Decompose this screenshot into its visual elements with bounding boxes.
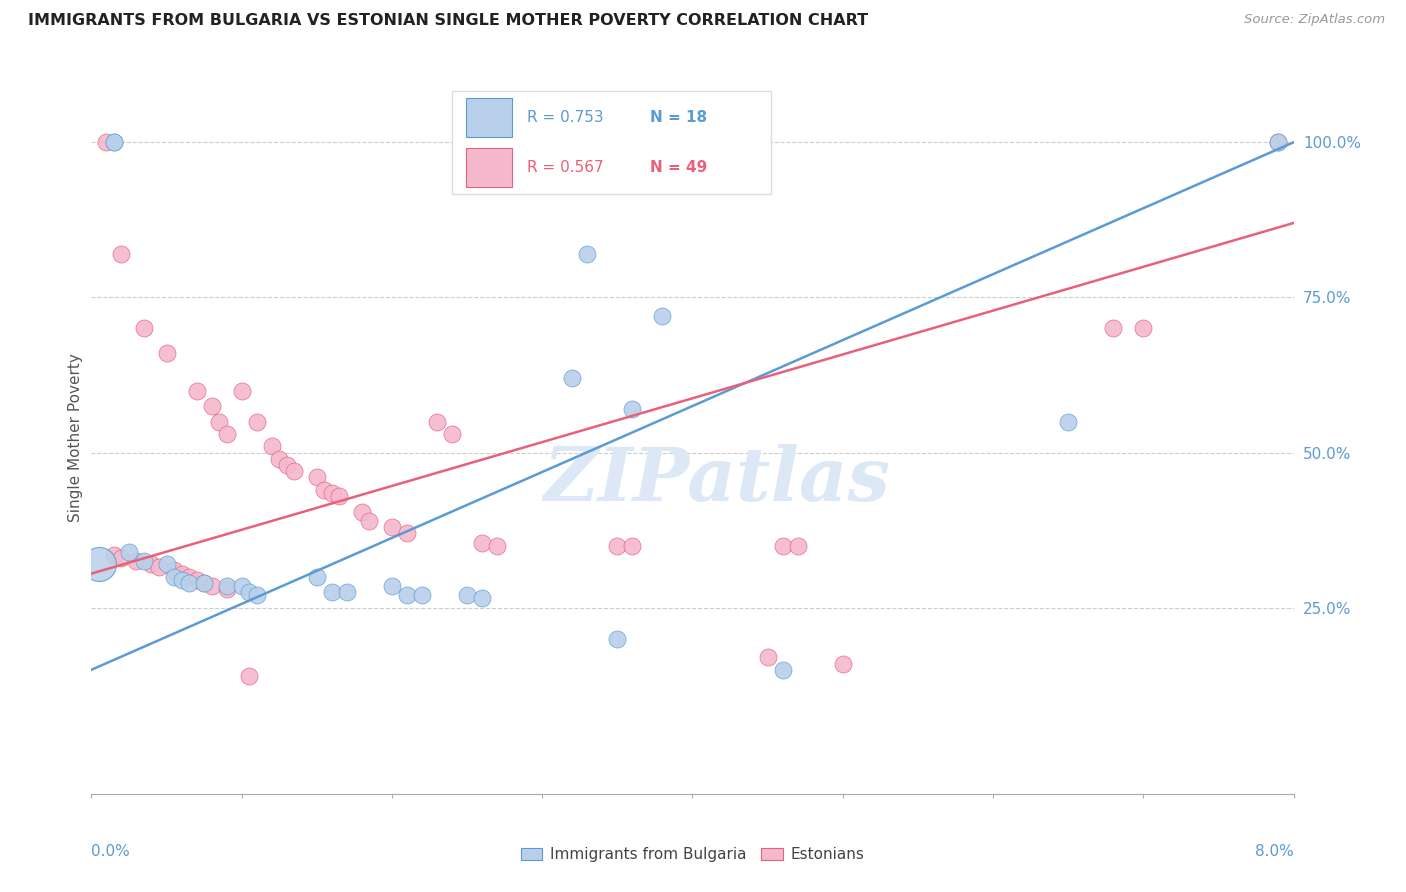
Point [246,588,269,602]
Point [471,591,494,606]
Point [87,558,110,572]
Point [103,136,125,150]
Point [231,384,253,398]
Point [155,558,177,572]
Point [246,415,269,429]
Point [381,520,404,534]
Point [132,554,155,568]
Point [359,514,381,528]
Point [350,504,373,518]
Point [283,464,305,478]
Point [163,564,186,578]
Point [471,535,494,549]
Point [96,136,118,150]
Point [321,585,343,599]
Text: N = 49: N = 49 [651,161,707,175]
Point [651,309,673,323]
Point [1267,136,1289,150]
Point [103,548,125,562]
Point [328,489,350,503]
Point [260,439,283,453]
Point [381,579,404,593]
Point [132,321,155,335]
Point [576,247,599,261]
Point [238,585,260,599]
Point [1267,136,1289,150]
Text: 8.0%: 8.0% [1254,844,1294,859]
Point [561,371,583,385]
Point [215,579,238,593]
Legend: Immigrants from Bulgaria, Estonians: Immigrants from Bulgaria, Estonians [515,841,870,868]
Point [1057,415,1080,429]
Point [148,560,170,574]
Point [118,545,141,559]
Text: R = 0.753: R = 0.753 [527,110,603,125]
Point [110,247,132,261]
Point [208,415,231,429]
Point [238,669,260,683]
Point [606,632,628,646]
Point [621,402,644,417]
Point [606,539,628,553]
FancyBboxPatch shape [451,91,770,194]
Point [193,575,215,590]
Point [440,427,463,442]
Point [756,650,779,665]
Point [186,573,208,587]
Text: 0.0%: 0.0% [91,844,131,859]
Point [772,539,794,553]
Point [636,136,658,150]
Point [231,579,253,593]
Text: IMMIGRANTS FROM BULGARIA VS ESTONIAN SINGLE MOTHER POVERTY CORRELATION CHART: IMMIGRANTS FROM BULGARIA VS ESTONIAN SIN… [28,13,869,29]
Point [395,588,418,602]
Point [215,582,238,596]
Point [186,384,208,398]
Point [141,558,163,572]
Point [125,554,148,568]
Point [621,539,644,553]
Point [170,566,193,581]
Point [395,526,418,541]
Point [215,427,238,442]
Point [314,483,336,497]
Text: R = 0.567: R = 0.567 [527,161,603,175]
Point [786,539,808,553]
Point [336,585,359,599]
Point [456,588,478,602]
Point [155,346,177,360]
Point [1102,321,1125,335]
Point [269,451,291,466]
Point [103,136,125,150]
Point [170,573,193,587]
FancyBboxPatch shape [467,148,512,187]
FancyBboxPatch shape [467,98,512,137]
Point [201,579,224,593]
Point [411,588,433,602]
Point [276,458,298,472]
Y-axis label: Single Mother Poverty: Single Mother Poverty [67,352,83,522]
Point [486,539,509,553]
Point [321,486,343,500]
Point [177,570,200,584]
Point [772,663,794,677]
Text: N = 18: N = 18 [651,110,707,125]
Text: Source: ZipAtlas.com: Source: ZipAtlas.com [1244,13,1385,27]
Point [305,470,328,484]
Point [193,575,215,590]
Point [1132,321,1154,335]
Point [305,570,328,584]
Text: ZIPatlas: ZIPatlas [543,443,890,516]
Point [177,575,200,590]
Point [163,570,186,584]
Point [201,399,224,413]
Point [426,415,449,429]
Point [110,551,132,566]
Point [831,657,853,671]
